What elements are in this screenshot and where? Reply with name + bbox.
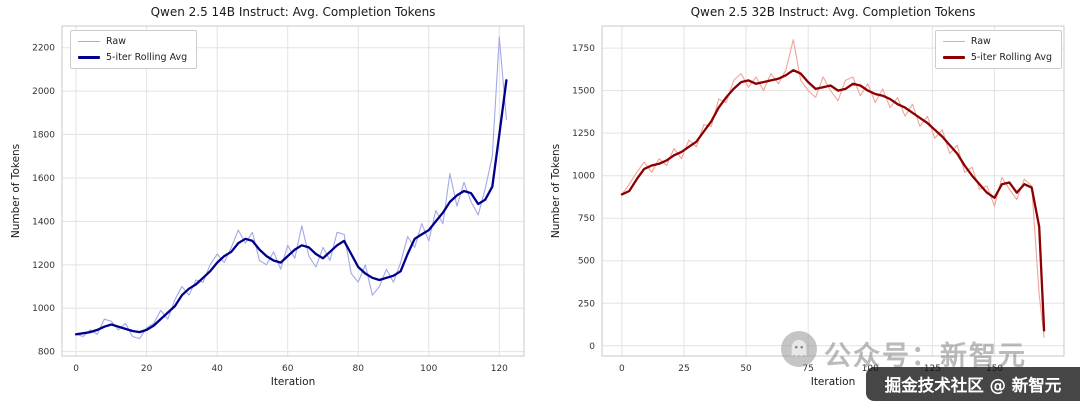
- legend-label-rolling: 5-iter Rolling Avg: [970, 52, 1052, 63]
- svg-text:1500: 1500: [572, 87, 595, 97]
- svg-text:25: 25: [678, 364, 689, 374]
- svg-text:1000: 1000: [572, 172, 595, 182]
- legend-label-raw: Raw: [970, 36, 991, 47]
- legend-label-raw: Raw: [106, 36, 126, 47]
- chart-title-32b: Qwen 2.5 32B Instruct: Avg. Completion T…: [690, 5, 976, 19]
- svg-text:20: 20: [141, 364, 153, 374]
- svg-text:250: 250: [578, 299, 595, 309]
- plot-area-14b: 800 1000 1200 1400 1600 1800 2000 2200 0 20 40 60 80…: [32, 25, 525, 374]
- svg-text:750: 750: [578, 214, 595, 224]
- svg-text:2200: 2200: [32, 44, 55, 54]
- x-axis-label-32b: Iteration: [810, 376, 856, 388]
- legend-label-rolling: 5-iter Rolling Avg: [106, 52, 188, 63]
- chart-title-14b: Qwen 2.5 14B Instruct: Avg. Completion T…: [150, 5, 436, 19]
- svg-text:1600: 1600: [32, 174, 55, 184]
- svg-text:1000: 1000: [32, 304, 55, 314]
- svg-text:100: 100: [420, 364, 437, 374]
- ghost-icon: [781, 331, 817, 367]
- svg-text:2000: 2000: [32, 87, 55, 97]
- x-axis-label-14b: Iteration: [270, 376, 316, 388]
- svg-text:120: 120: [491, 364, 508, 374]
- legend-item-rolling: 5-iter Rolling Avg: [78, 52, 187, 63]
- svg-text:50: 50: [740, 364, 752, 374]
- legend-32b: Raw 5-iter Rolling Avg: [934, 30, 1062, 69]
- raw-line-swatch: [942, 40, 965, 43]
- chart-panel-32b: Qwen 2.5 32B Instruct: Avg. Completion T…: [540, 0, 1080, 401]
- svg-text:800: 800: [38, 348, 55, 358]
- svg-text:0: 0: [73, 364, 79, 374]
- svg-text:1250: 1250: [572, 129, 595, 139]
- svg-text:500: 500: [578, 257, 595, 267]
- svg-text:1750: 1750: [572, 44, 595, 54]
- legend-item-raw: Raw: [78, 36, 187, 47]
- rolling-line-swatch: [942, 56, 965, 59]
- svg-text:1800: 1800: [32, 131, 55, 141]
- rolling-line-swatch: [78, 56, 100, 59]
- chart-panel-14b: Qwen 2.5 14B Instruct: Avg. Completion T…: [10, 5, 525, 388]
- svg-text:40: 40: [211, 364, 223, 374]
- watermark-badge: 掘金技术社区 @ 新智元: [866, 367, 1080, 401]
- watermark-brand-text: 公众号：新智元: [824, 341, 1027, 372]
- legend-14b: Raw 5-iter Rolling Avg: [70, 30, 198, 69]
- svg-text:1200: 1200: [32, 261, 55, 271]
- legend-item-rolling: 5-iter Rolling Avg: [942, 52, 1052, 63]
- raw-line-swatch: [78, 40, 100, 43]
- plot-area-32b: 0250500750100012501500175002550751001251…: [572, 25, 1065, 374]
- svg-text:0: 0: [619, 364, 625, 374]
- svg-text:75: 75: [802, 364, 813, 374]
- svg-text:80: 80: [353, 364, 365, 374]
- svg-text:60: 60: [282, 364, 294, 374]
- legend-item-raw: Raw: [942, 36, 1052, 47]
- svg-text:0: 0: [589, 342, 595, 352]
- svg-text:1400: 1400: [32, 217, 55, 227]
